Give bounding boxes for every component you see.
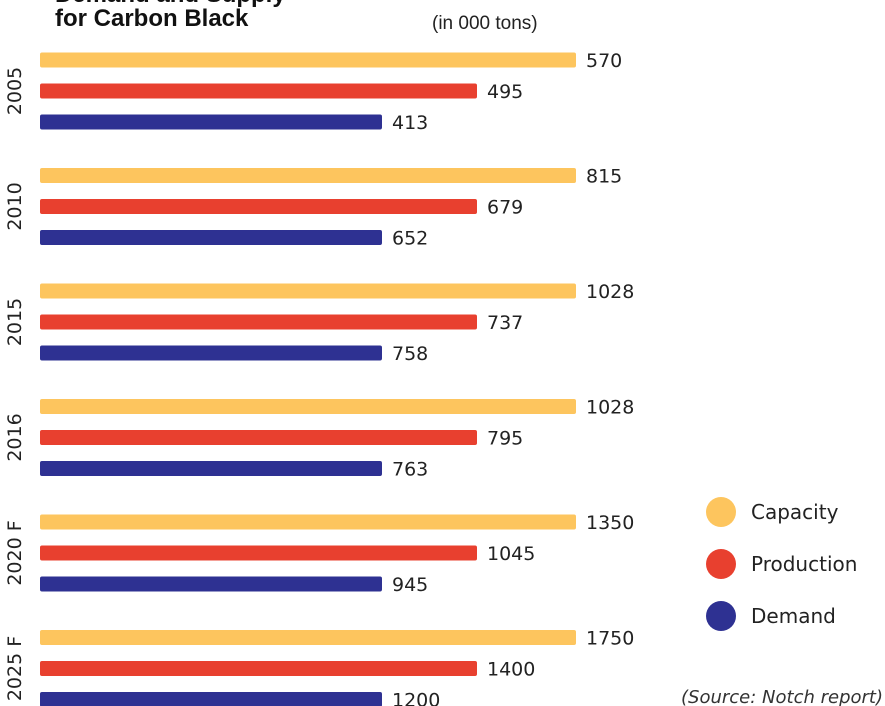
bar-capacity-2015 [40, 283, 576, 299]
value-label-production-2025-f: 1400 [487, 659, 535, 681]
bar-demand-2016 [40, 461, 382, 476]
source-note: (Source: Notch report) [681, 687, 883, 706]
value-label-demand-2010: 652 [392, 228, 428, 250]
bar-demand-2015 [40, 345, 382, 361]
category-label-2016: 2016 [4, 413, 26, 461]
legend-swatch-production [706, 549, 736, 579]
value-label-production-2005: 495 [487, 81, 523, 103]
bar-production-2005 [40, 83, 477, 99]
value-label-capacity-2020-f: 1350 [586, 512, 634, 534]
category-label-2005: 2005 [4, 67, 26, 115]
bar-production-2016 [40, 430, 477, 445]
value-label-capacity-2010: 815 [586, 166, 622, 188]
value-label-demand-2015: 758 [392, 343, 428, 365]
legend-label-demand: Demand [751, 604, 836, 628]
legend-swatch-capacity [706, 497, 736, 527]
value-label-production-2020-f: 1045 [487, 543, 535, 565]
bar-demand-2025-f [40, 692, 382, 706]
legend: Capacity Production Demand [706, 497, 857, 631]
chart-title-line-1: Demand and Supply [55, 0, 286, 8]
bar-capacity-2016 [40, 399, 576, 414]
bar-demand-2005 [40, 114, 382, 130]
category-label-2015: 2015 [4, 298, 26, 346]
bar-production-2010 [40, 199, 477, 214]
value-label-capacity-2015: 1028 [586, 281, 634, 303]
value-label-capacity-2025-f: 1750 [586, 628, 634, 650]
bar-capacity-2005 [40, 52, 576, 68]
bar-demand-2010 [40, 230, 382, 245]
value-label-demand-2005: 413 [392, 112, 428, 134]
legend-label-production: Production [751, 552, 857, 576]
bar-capacity-2020-f [40, 514, 576, 530]
bar-production-2015 [40, 314, 477, 330]
category-label-2020-f: 2020 F [4, 520, 26, 585]
legend-label-capacity: Capacity [751, 500, 839, 524]
bar-demand-2020-f [40, 576, 382, 592]
category-label-2010: 2010 [4, 182, 26, 230]
value-label-demand-2016: 763 [392, 459, 428, 481]
bar-groups: 570 495 413 2005 815 679 652 2010 1028 737 758 2015… [4, 50, 634, 706]
value-label-production-2016: 795 [487, 428, 523, 450]
value-label-capacity-2005: 570 [586, 50, 622, 72]
value-label-capacity-2016: 1028 [586, 397, 634, 419]
value-label-demand-2020-f: 945 [392, 574, 428, 596]
unit-label: (in 000 tons) [432, 13, 538, 34]
value-label-demand-2025-f: 1200 [392, 690, 440, 706]
bar-production-2020-f [40, 545, 477, 561]
chart-title-line-2: for Carbon Black [55, 5, 249, 32]
bar-capacity-2025-f [40, 630, 576, 645]
value-label-production-2015: 737 [487, 312, 523, 334]
bar-capacity-2010 [40, 168, 576, 183]
legend-swatch-demand [706, 601, 736, 631]
value-label-production-2010: 679 [487, 197, 523, 219]
category-label-2025-f: 2025 F [4, 636, 26, 701]
bar-production-2025-f [40, 661, 477, 676]
